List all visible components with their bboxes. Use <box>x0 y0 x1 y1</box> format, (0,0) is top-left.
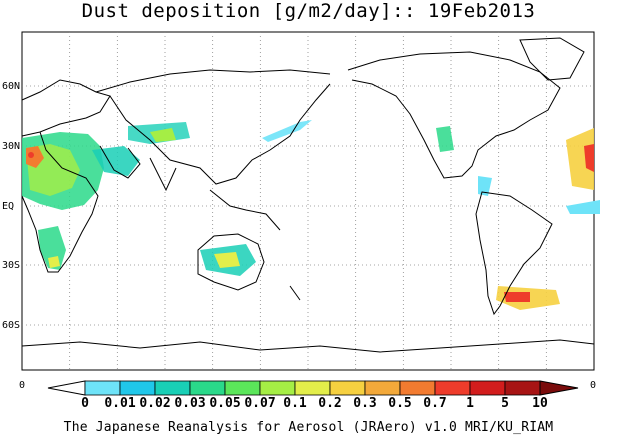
coast-north-america <box>347 51 561 179</box>
dust-pacific-plume <box>262 120 312 142</box>
graticule <box>22 32 594 370</box>
colorbar-swatch <box>364 380 401 396</box>
map-title: Dust deposition [g/m2/day]:: 19Feb2013 <box>81 0 536 22</box>
colorbar-swatch <box>119 380 156 396</box>
colorbar-swatch <box>294 380 331 396</box>
dust-north-america <box>436 126 454 152</box>
coast-south-america <box>475 191 553 316</box>
colorbar-tick-label: 0.03 <box>174 396 206 411</box>
dust-sahara-core <box>26 146 44 168</box>
dust-atlantic-south <box>566 200 600 214</box>
colorbar-swatch <box>259 380 296 396</box>
colorbar-tick-label: 5 <box>501 396 509 411</box>
colorbar-arrow-low <box>47 380 86 396</box>
footer-credit: The Japanese Reanalysis for Aerosol (JRA… <box>63 420 554 435</box>
lat-label-30n: 30N <box>2 141 21 152</box>
colorbar-tick-label: 0.07 <box>244 396 276 411</box>
colorbar-swatch <box>224 380 261 396</box>
dust-asia-north <box>150 128 176 142</box>
colorbar-tick-label: 0.02 <box>139 396 171 411</box>
colorbar-arrow-high <box>539 380 579 396</box>
dust-australia-core <box>214 252 240 268</box>
lon-label-right: 0 <box>590 380 597 391</box>
dust-south-africa-core <box>48 256 60 268</box>
colorbar-swatch <box>84 380 121 396</box>
colorbar-tick-label: 0.5 <box>388 396 412 411</box>
lat-label-60s: 60S <box>2 320 21 331</box>
coast-antarctica <box>21 339 595 353</box>
coast-arabia <box>99 145 141 179</box>
colorbar-tick-label: 0.7 <box>423 396 447 411</box>
colorbar-tick-label: 0.1 <box>283 396 307 411</box>
dust-sahara-max <box>28 152 34 158</box>
colorbar-swatch <box>399 380 436 396</box>
colorbar-tick-label: 0.05 <box>209 396 241 411</box>
colorbar-swatch <box>189 380 226 396</box>
colorbar-swatch <box>434 380 471 396</box>
colorbar-swatch <box>154 380 191 396</box>
lat-label-30s: 30S <box>2 260 21 271</box>
dust-south-africa <box>38 226 66 270</box>
dust-patagonia-core <box>504 292 530 302</box>
colorbar-tick-label: 10 <box>532 396 548 411</box>
dust-south-america <box>478 176 492 196</box>
colorbar-swatch <box>504 380 541 396</box>
colorbar-swatch <box>329 380 366 396</box>
dust-atlantic-core <box>584 144 594 172</box>
colorbar-tick-label: 0 <box>81 396 89 411</box>
colorbar-tick-label: 0.01 <box>104 396 136 411</box>
colorbar-tick-label: 0.3 <box>353 396 377 411</box>
coast-greenland <box>519 37 585 81</box>
lat-label-eq: EQ <box>2 201 15 212</box>
colorbar-tick-label: 0.2 <box>318 396 342 411</box>
coast-eurasia <box>95 69 331 185</box>
lon-label-left: 0 <box>19 380 26 391</box>
lat-label-60n: 60N <box>2 81 21 92</box>
dust-atlantic <box>566 128 594 190</box>
colorbar-tick-label: 1 <box>466 396 474 411</box>
coastlines <box>21 37 595 353</box>
coast-australia <box>197 233 265 291</box>
colorbar-swatch <box>469 380 506 396</box>
dust-deposition-field <box>22 120 600 310</box>
coast-india <box>149 157 177 192</box>
coast-seasia <box>209 189 281 231</box>
coast-nz <box>289 285 301 301</box>
